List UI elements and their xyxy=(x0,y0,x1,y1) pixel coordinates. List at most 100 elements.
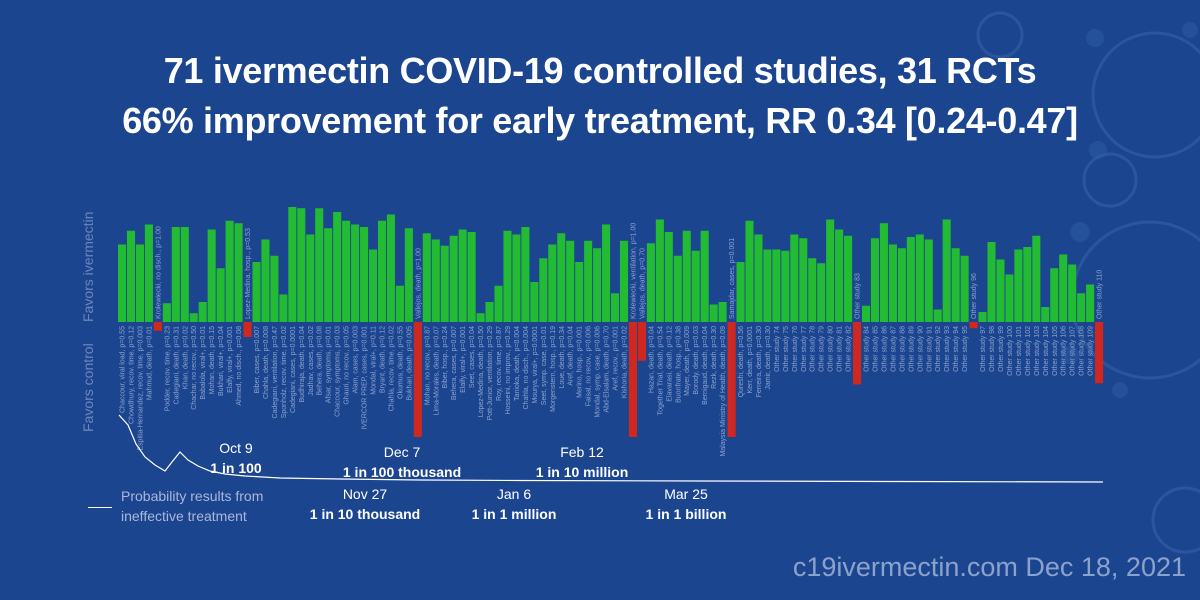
bar-9 xyxy=(189,313,198,322)
bar-105 xyxy=(1050,268,1059,322)
bar-102 xyxy=(1023,247,1032,322)
bar-label-31: Chahla, recov. time, p=0.02 xyxy=(388,326,395,411)
bar-97 xyxy=(978,312,987,322)
bar-label-54: Mondal, symp. case, p=0.006 xyxy=(595,326,602,418)
bar-22 xyxy=(306,234,315,322)
bar-label-16: Biber, cases, p=0.007 xyxy=(254,326,261,394)
bar-45 xyxy=(512,234,521,322)
bar-91 xyxy=(924,239,933,322)
legend-text-line1: Probability results from xyxy=(121,488,264,504)
bar-55 xyxy=(602,224,611,322)
bar-59 xyxy=(637,322,646,361)
bar-90 xyxy=(915,234,924,322)
bar-48 xyxy=(539,258,548,322)
bar-label-85: Other study 85 xyxy=(872,326,879,372)
bar-label-77: Other study 77 xyxy=(801,326,808,372)
bar-94 xyxy=(951,248,960,322)
bar-label-61: Together Trial, death, p=0.54 xyxy=(657,326,664,415)
annotation-dec7: Dec 7 1 in 100 thousand xyxy=(322,444,482,480)
bar-16 xyxy=(252,262,261,322)
bar-label-101: Other study 101 xyxy=(1016,326,1023,376)
bar-label-4: Mahmud, death, p=0.01 xyxy=(146,326,153,400)
bar-label-38: Behera, cases, p=0.007 xyxy=(451,326,458,400)
bar-95 xyxy=(960,255,969,322)
bar-label-52: Merino, hosp., p=0.001 xyxy=(577,326,584,398)
bar-37 xyxy=(440,245,449,322)
bar-23 xyxy=(315,208,324,322)
bar-label-73: Jamir, death, p=0.30 xyxy=(765,326,772,390)
annotation-date: Feb 12 xyxy=(560,444,604,460)
bar-21 xyxy=(297,208,306,322)
bar-label-42: Pott-Junior, ventilation, p=0.29 xyxy=(487,326,494,420)
bar-label-104: Other study 104 xyxy=(1043,326,1050,376)
bar-label-92: Other study 92 xyxy=(935,326,942,372)
bar-label-45: Tanioka, death, p=0.004 xyxy=(514,326,521,401)
bar-70 xyxy=(736,262,745,322)
bar-34 xyxy=(413,322,422,437)
bar-label-24: Afsar, symptoms, p=0.01 xyxy=(326,326,333,403)
annotation-probability: 1 in 100 xyxy=(210,460,262,476)
bar-106 xyxy=(1059,254,1068,322)
bar-2 xyxy=(126,230,136,322)
bar-109 xyxy=(1086,284,1095,322)
bar-label-105: Other study 105 xyxy=(1052,326,1059,376)
bar-103 xyxy=(1032,235,1041,322)
bar-20 xyxy=(288,207,297,322)
bar-label-46: Chahla, no disch., p=0.004 xyxy=(523,326,530,410)
bar-label-76: Other study 76 xyxy=(792,326,799,372)
bar-69 xyxy=(727,322,736,437)
annotation-date: Oct 9 xyxy=(219,440,253,456)
bar-35 xyxy=(422,233,431,322)
bar-label-34: Vallejos, death, p=1.00 xyxy=(415,248,422,319)
bar-label-6: Podder, recov. time, p=0.23 xyxy=(164,326,171,411)
bar-label-37: Biber, hosp., p=0.24 xyxy=(442,326,449,389)
bar-15 xyxy=(243,322,252,337)
bar-52 xyxy=(575,262,584,322)
chart-title-line1: 71 ivermectin COVID-19 controlled studie… xyxy=(163,50,1037,91)
bar-label-97: Other study 97 xyxy=(980,326,987,372)
bar-label-57: Kishoria, death, p=0.02 xyxy=(622,326,629,398)
bar-7 xyxy=(171,227,180,322)
bar-label-27: Alam, cases, p=0.003 xyxy=(353,326,360,394)
bar-label-83: Other study 83 xyxy=(855,273,862,319)
bar-label-96: Other study 96 xyxy=(971,273,978,319)
bar-label-68: Malaysia Ministry of Health, death, p=0.… xyxy=(720,326,727,457)
bar-17 xyxy=(261,239,270,322)
bar-label-99: Other study 99 xyxy=(998,326,1005,372)
bar-57 xyxy=(619,240,629,322)
bar-5 xyxy=(153,322,162,331)
bar-label-41: Lopez-Medina, death, p=0.50 xyxy=(478,326,485,417)
annotation-date: Jan 6 xyxy=(496,486,532,502)
bar-96 xyxy=(969,322,978,329)
bar-label-87: Other study 87 xyxy=(890,326,897,372)
bar-41 xyxy=(476,313,485,322)
bar-1 xyxy=(118,244,127,322)
bar-label-60: Hazan, death, p=0.04 xyxy=(648,326,655,393)
bar-label-56: Aref, recov., p=0.001 xyxy=(613,326,620,391)
bar-label-47: Mourya, viral+, p=0.0001 xyxy=(532,326,539,404)
bar-82 xyxy=(844,235,853,322)
bar-label-64: Mayer, death, p=0.009 xyxy=(684,326,691,396)
bar-67 xyxy=(709,304,718,322)
bar-label-30: Bryant, death, p=0.12 xyxy=(379,326,386,393)
bar-50 xyxy=(557,233,566,322)
bar-80 xyxy=(826,219,835,322)
bar-label-29: Mondal, viral+, p=0.11 xyxy=(371,326,378,395)
bar-label-12: Bukhari, viral+, p=0.04 xyxy=(218,326,225,396)
bar-43 xyxy=(494,285,503,322)
bar-label-74: Other study 74 xyxy=(774,326,781,372)
bar-76 xyxy=(790,234,799,322)
bar-label-107: Other study 107 xyxy=(1070,326,1077,376)
bar-28 xyxy=(360,227,369,322)
legend-text-line2: ineffective treatment xyxy=(121,508,247,524)
bar-66 xyxy=(700,230,709,322)
bar-42 xyxy=(485,302,494,322)
bar-label-11: Mohan, death, p=0.15 xyxy=(209,326,216,394)
bar-60 xyxy=(646,243,655,322)
bar-label-103: Other study 103 xyxy=(1034,326,1041,376)
bar-label-28: IVERCOR PREP, cases, p=0.001 xyxy=(362,326,369,430)
bar-73 xyxy=(763,249,772,322)
bar-label-2: Chowdhury, recov. time, p=0.12 xyxy=(129,326,136,424)
bar-32 xyxy=(395,285,404,322)
annotation-feb12: Feb 12 1 in 10 million xyxy=(502,444,662,480)
